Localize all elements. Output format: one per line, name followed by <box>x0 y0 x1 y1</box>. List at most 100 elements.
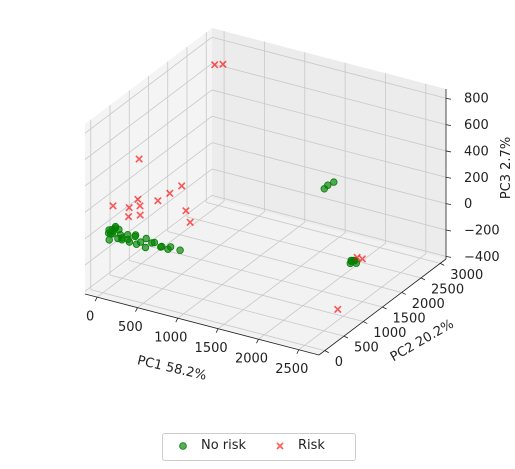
z-tick-label: −200 <box>464 224 500 239</box>
grid-line-z <box>84 115 213 213</box>
y-tick-mark <box>382 306 387 310</box>
risk-point <box>186 218 194 227</box>
legend-item-no-risk: No risk <box>171 439 246 453</box>
grid-line-z <box>211 168 447 231</box>
grid-line-z <box>211 63 447 125</box>
legend-item-risk: Risk <box>268 439 325 453</box>
y-tick-label: 3000 <box>450 268 483 283</box>
grid-line-z <box>84 89 213 187</box>
risk-point <box>134 195 142 204</box>
z-tick-mark <box>445 176 452 179</box>
grid-line-z <box>211 115 447 178</box>
grid-line-z <box>84 142 213 239</box>
z-tick-mark <box>445 255 452 258</box>
risk-point <box>135 155 143 163</box>
no-risk-point <box>150 238 159 247</box>
z-axis-label: PC3 2.7% <box>499 137 514 199</box>
circle-marker-icon <box>171 439 195 453</box>
risk-point <box>109 202 117 210</box>
x-tick-mark <box>215 328 219 333</box>
x-tick-label: 0 <box>86 310 94 325</box>
grid-line-z <box>211 194 447 257</box>
grid-line-y <box>109 274 345 337</box>
y-tick-mark <box>324 350 329 353</box>
z-tick-mark <box>445 124 452 126</box>
risk-point <box>182 206 190 215</box>
no-risk-point <box>176 246 184 254</box>
legend-label-risk: Risk <box>298 438 325 453</box>
risk-point <box>136 211 144 219</box>
grid-line-z <box>84 168 213 266</box>
y-tick-label: 1500 <box>393 312 426 327</box>
risk-point <box>154 196 162 205</box>
risk-point <box>136 202 144 210</box>
legend-label-no-risk: No risk <box>201 438 247 453</box>
z-tick-label: −400 <box>464 250 500 265</box>
risk-point <box>177 182 186 190</box>
x-tick-label: 2500 <box>275 362 308 377</box>
grid-lines <box>84 31 447 352</box>
y-tick-mark <box>401 292 406 295</box>
risk-point <box>124 212 133 221</box>
x-tick-mark <box>256 339 259 344</box>
z-tick-label: 200 <box>464 171 489 186</box>
no-risk-point <box>123 230 132 239</box>
x-tick-mark <box>296 349 300 354</box>
grid-line-y <box>148 245 383 308</box>
legend: No risk Risk <box>162 433 356 461</box>
y-tick-mark <box>420 277 426 281</box>
no-risk-point <box>347 257 356 266</box>
no-risk-point <box>125 238 134 246</box>
x-marker-icon <box>268 439 292 453</box>
z-tick-mark <box>445 203 452 206</box>
x-axis-line <box>84 293 320 356</box>
y-tick-mark <box>363 321 368 324</box>
x-axis-label: PC1 58.2% <box>136 353 208 384</box>
grid-line-y <box>167 231 402 293</box>
z-tick-mark <box>445 97 452 100</box>
x-tick-mark <box>94 296 98 302</box>
grid-line-z <box>211 36 447 99</box>
grid-line-y <box>90 289 325 352</box>
grid-line-z <box>211 142 447 205</box>
z-tick-label: 400 <box>464 144 489 159</box>
risk-point <box>166 189 174 198</box>
y-tick-label: 1000 <box>373 326 406 341</box>
back-pane <box>212 28 446 259</box>
risk-point <box>210 61 219 69</box>
x-tick-label: 2000 <box>235 352 268 367</box>
x-tick-label: 1000 <box>154 331 187 346</box>
z-tick-label: 800 <box>464 92 489 107</box>
no-risk-point <box>157 242 166 251</box>
risk-point <box>358 255 367 263</box>
z-tick-label: 600 <box>464 118 489 133</box>
x-tick-mark <box>135 307 138 312</box>
grid-line-y <box>186 216 422 279</box>
series-1 <box>109 60 367 314</box>
no-risk-point <box>320 185 328 193</box>
no-risk-point <box>142 234 150 243</box>
no-risk-point <box>141 243 150 252</box>
grid-line-z <box>211 89 447 152</box>
no-risk-point <box>115 225 123 234</box>
no-risk-point <box>136 238 145 246</box>
y-tick-label: 2000 <box>412 297 445 312</box>
x-tick-label: 1500 <box>195 341 228 356</box>
no-risk-point <box>105 236 113 244</box>
no-risk-point <box>131 232 139 241</box>
x-tick-label: 500 <box>118 320 143 335</box>
risk-point <box>333 305 342 314</box>
no-risk-point <box>330 178 338 186</box>
data-points <box>104 60 367 314</box>
risk-point <box>125 203 133 212</box>
y-tick-label: 500 <box>354 341 379 356</box>
z-tick-label: 0 <box>464 197 472 212</box>
risk-point <box>219 60 227 69</box>
risk-point <box>353 253 361 262</box>
x-tick-mark <box>175 318 179 323</box>
no-risk-point <box>166 243 175 251</box>
grid-line-z <box>84 36 213 134</box>
grid-line-y <box>129 260 364 322</box>
